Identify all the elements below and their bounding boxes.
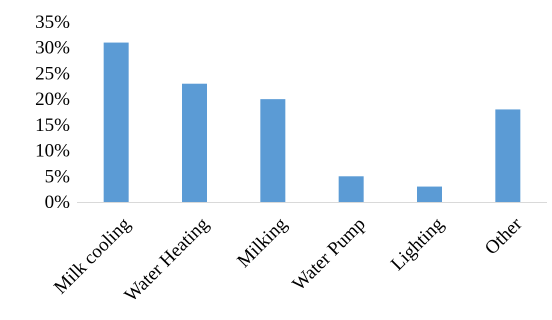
- x-category-label: Water Pump: [288, 214, 369, 295]
- y-axis-ticks: 0% 5% 10% 15% 20% 25% 30% 35%: [35, 12, 70, 213]
- bars: [103, 42, 521, 203]
- y-tick-label: 10%: [35, 141, 70, 162]
- x-category-label: Milk cooling: [50, 213, 135, 298]
- y-tick-label: 0%: [45, 192, 71, 213]
- x-category-label: Water Heating: [121, 213, 214, 306]
- y-tick-label: 35%: [35, 12, 70, 33]
- y-tick-label: 15%: [35, 115, 70, 136]
- bar: [260, 99, 286, 202]
- bar: [495, 109, 521, 202]
- y-tick-label: 25%: [35, 63, 70, 84]
- bar: [338, 176, 364, 202]
- y-tick-label: 5%: [45, 166, 71, 187]
- x-category-label: Milking: [233, 213, 291, 271]
- y-tick-label: 20%: [35, 89, 70, 110]
- bar: [103, 42, 129, 203]
- x-category-label: Lighting: [387, 213, 448, 274]
- x-category-label: Other: [481, 213, 527, 259]
- bar: [182, 83, 207, 202]
- bar: [417, 186, 442, 202]
- y-tick-label: 30%: [35, 38, 70, 59]
